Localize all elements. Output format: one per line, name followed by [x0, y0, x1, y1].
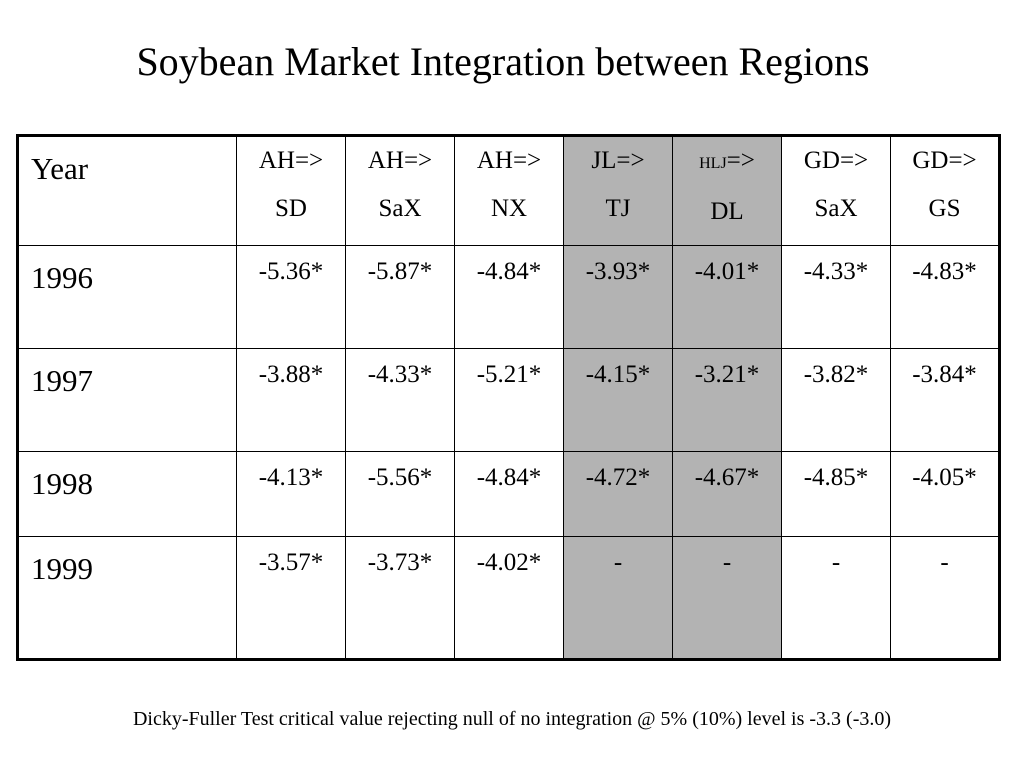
value-cell: -5.36*	[236, 245, 346, 349]
header-bottom: NX	[490, 195, 528, 222]
header-text: JL=>	[591, 147, 645, 174]
value-cell: -4.67*	[672, 451, 782, 537]
header-cell: AH=> NX	[454, 135, 564, 246]
data-row: 1998 -4.13* -5.56* -4.84* -4.72* -4.67* -4.85*…	[17, 451, 1000, 537]
corner-cell: Year	[17, 135, 237, 246]
header-bottom: SaX	[378, 195, 422, 222]
header-small: HLJ	[699, 155, 727, 172]
value-cell: -3.21*	[672, 348, 782, 452]
value-cell: -5.87*	[345, 245, 455, 349]
value-cell: -	[672, 536, 782, 660]
header-text: =>	[726, 147, 755, 174]
header-cell: GD=> GS	[890, 135, 1000, 246]
slide-title: Soybean Market Integration between Regio…	[136, 39, 870, 84]
value-cell: -3.73*	[345, 536, 455, 660]
value-cell: -4.84*	[454, 245, 564, 349]
header-cell: HLJ=> DL	[672, 135, 782, 246]
header-bottom: SD	[275, 195, 307, 222]
header-top: GD=>	[891, 137, 998, 185]
header-text: AH=>	[476, 147, 542, 174]
header-text: GD=>	[912, 147, 977, 174]
header-text: AH=>	[367, 147, 433, 174]
header-cell: JL=> TJ	[563, 135, 673, 246]
data-table: Year AH=> SD AH=> SaX AH=> NX JL=> TJ HLJ=> DL GD=>…	[16, 134, 1001, 661]
data-row: 1999 -3.57* -3.73* -4.02* - - - -	[17, 536, 1000, 660]
value-cell: -	[890, 536, 1000, 660]
value-cell: -4.05*	[890, 451, 1000, 537]
header-cell: AH=> SaX	[345, 135, 455, 246]
value-cell: -3.88*	[236, 348, 346, 452]
header-cell: AH=> SD	[236, 135, 346, 246]
value-cell: -5.56*	[345, 451, 455, 537]
header-bottom: GS	[928, 195, 961, 222]
year-cell: 1996	[17, 245, 237, 349]
header-top: AH=>	[346, 137, 454, 185]
value-cell: -5.21*	[454, 348, 564, 452]
value-cell: -4.01*	[672, 245, 782, 349]
data-row: 1996 -5.36* -5.87* -4.84* -3.93* -4.01* -4.33*…	[17, 245, 1000, 349]
year-cell: 1999	[17, 536, 237, 660]
value-cell: -	[781, 536, 891, 660]
value-cell: -4.02*	[454, 536, 564, 660]
data-row: 1997 -3.88* -4.33* -5.21* -4.15* -3.21* -3.82*…	[17, 348, 1000, 452]
value-cell: -4.83*	[890, 245, 1000, 349]
value-cell: -3.82*	[781, 348, 891, 452]
header-top: HLJ=>	[673, 137, 781, 188]
header-text: GD=>	[803, 147, 869, 174]
header-cell: GD=> SaX	[781, 135, 891, 246]
year-cell: 1998	[17, 451, 237, 537]
header-top: GD=>	[782, 137, 890, 185]
header-bottom: TJ	[605, 195, 631, 222]
year-cell: 1997	[17, 348, 237, 452]
value-cell: -4.72*	[563, 451, 673, 537]
header-top: JL=>	[564, 137, 672, 185]
header-row: Year AH=> SD AH=> SaX AH=> NX JL=> TJ HLJ=> DL GD=>…	[17, 135, 1000, 246]
header-bottom: DL	[710, 198, 744, 225]
value-cell: -4.13*	[236, 451, 346, 537]
value-cell: -	[563, 536, 673, 660]
value-cell: -4.33*	[781, 245, 891, 349]
header-bottom: SaX	[814, 195, 858, 222]
value-cell: -3.57*	[236, 536, 346, 660]
header-text: AH=>	[258, 147, 324, 174]
footnote: Dicky-Fuller Test critical value rejecti…	[132, 708, 892, 730]
value-cell: -4.84*	[454, 451, 564, 537]
value-cell: -3.93*	[563, 245, 673, 349]
value-cell: -4.15*	[563, 348, 673, 452]
header-top: AH=>	[237, 137, 345, 185]
value-cell: -3.84*	[890, 348, 1000, 452]
value-cell: -4.33*	[345, 348, 455, 452]
value-cell: -4.85*	[781, 451, 891, 537]
header-top: AH=>	[455, 137, 563, 185]
